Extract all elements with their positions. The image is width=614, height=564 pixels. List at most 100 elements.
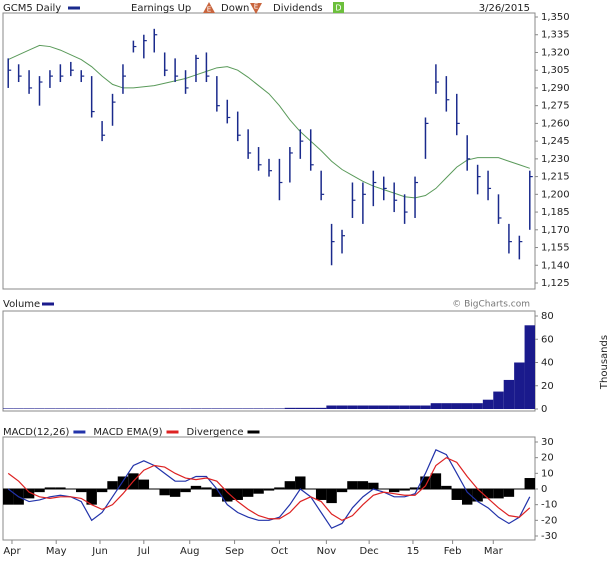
volume-bar <box>295 407 306 409</box>
volume-bar <box>253 408 264 409</box>
divergence-bar <box>347 481 358 489</box>
divergence-bar <box>55 487 66 489</box>
divergence-bar <box>107 481 118 489</box>
volume-bar <box>326 405 337 409</box>
divergence-bar <box>34 489 45 493</box>
date: 3/26/2015 <box>479 3 530 14</box>
x-tick-label: May <box>46 546 67 557</box>
chart-title: GCM5 Daily <box>3 3 61 14</box>
divergence-bar <box>326 489 337 504</box>
volume-bar <box>190 408 202 409</box>
y-tick-label: 1,245 <box>541 136 570 147</box>
volume-bar <box>451 403 462 409</box>
y-tick-label: 1,200 <box>541 189 570 200</box>
divergence-bar <box>211 489 223 497</box>
divergence-bar <box>76 489 87 493</box>
divergence-bar <box>23 489 35 499</box>
dividends-label: Dividends <box>273 3 323 14</box>
divergence-bar <box>86 489 97 505</box>
divergence-bar <box>451 489 462 500</box>
y-tick-label: 1,170 <box>541 225 570 236</box>
y-tick-label: 1,125 <box>541 278 570 289</box>
divergence-bar <box>190 485 202 489</box>
x-tick-label: 15 <box>407 546 420 557</box>
divergence-bar <box>493 489 504 499</box>
x-tick-label: Feb <box>444 546 462 557</box>
volume-bar <box>65 408 77 409</box>
y-tick-label: 1,305 <box>541 65 570 76</box>
x-tick-label: Jul <box>137 546 150 557</box>
volume-bar <box>305 407 316 409</box>
y-tick-label: 0 <box>541 484 547 495</box>
y-tick-label: 0 <box>541 404 547 415</box>
y-tick-label: 1,290 <box>541 83 570 94</box>
divergence-bar <box>274 487 285 489</box>
volume-bar <box>399 405 410 409</box>
volume-bar <box>55 408 66 409</box>
y-tick-label: 1,215 <box>541 172 570 183</box>
x-tick-label: Dec <box>359 546 378 557</box>
divergence-bar <box>409 487 421 489</box>
volume-bar <box>524 325 535 409</box>
volume-bar <box>493 391 504 409</box>
macd-line <box>7 456 531 522</box>
y-tick-label: 1,155 <box>541 243 570 254</box>
y-tick-label: 80 <box>541 311 554 322</box>
dividends-letter: D <box>335 4 341 13</box>
volume-bar <box>76 408 87 409</box>
volume-bar <box>315 407 327 409</box>
volume-bar <box>232 408 243 409</box>
y-tick-label: 20 <box>541 381 554 392</box>
volume-bar <box>368 405 379 409</box>
volume-bar <box>482 399 494 409</box>
divergence-bar <box>295 476 306 489</box>
volume-bar <box>211 408 223 409</box>
divergence-bar <box>482 489 494 499</box>
divergence-bar <box>315 489 327 500</box>
volume-bar <box>159 408 170 409</box>
volume-bar <box>274 408 285 409</box>
volume-bar <box>201 408 212 409</box>
y-tick-label: 1,335 <box>541 30 570 41</box>
x-tick-label: Oct <box>271 546 288 557</box>
y-tick-label: 30 <box>541 437 554 448</box>
volume-bar <box>23 408 35 409</box>
x-tick-label: Apr <box>3 546 21 557</box>
volume-bar <box>388 405 400 409</box>
volume-bar <box>461 403 473 409</box>
volume-bar <box>263 408 275 409</box>
volume-bar <box>180 408 191 409</box>
divergence-bar <box>420 476 431 489</box>
divergence-bar <box>441 485 452 489</box>
divergence-bar <box>96 489 108 493</box>
volume-bar <box>149 408 160 409</box>
divergence-bar <box>138 479 150 489</box>
earnings-down-letter: E <box>254 3 258 11</box>
volume-bar <box>336 405 348 409</box>
divergence-bar <box>336 489 348 493</box>
y-tick-label: 1,350 <box>541 12 570 23</box>
volume-bar <box>242 408 254 409</box>
y-tick-label: 1,230 <box>541 154 570 165</box>
divergence-bar <box>169 489 181 497</box>
y-tick-label: 1,320 <box>541 47 570 58</box>
volume-bar <box>3 408 14 409</box>
y-tick-label: 20 <box>541 453 554 464</box>
credit: © BigCharts.com <box>452 300 530 310</box>
legend-label: MACD(12,26) <box>3 427 70 438</box>
earnings-up-icon <box>203 2 215 13</box>
earnings-label: Earnings Up <box>131 3 191 14</box>
x-tick-label: Jun <box>91 546 108 557</box>
divergence-bar <box>159 489 170 496</box>
divergence-bar <box>180 489 191 493</box>
volume-bar <box>441 403 452 409</box>
volume-bar <box>347 405 358 409</box>
y-tick-label: 40 <box>541 358 554 369</box>
volume-bar <box>44 408 56 409</box>
x-tick-label: Nov <box>317 546 337 557</box>
divergence-bar <box>284 481 296 489</box>
volume-bar <box>34 408 45 409</box>
volume-bar <box>378 405 389 409</box>
y-tick-label: 60 <box>541 334 554 345</box>
